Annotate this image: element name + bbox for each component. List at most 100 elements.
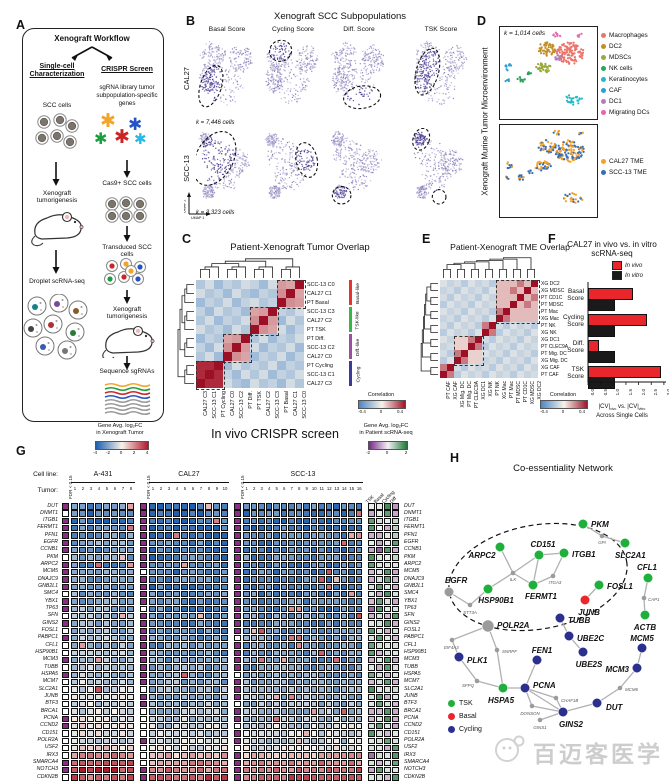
heatmap-cell [510,343,517,350]
umap-point [422,189,425,191]
heatmap-cell [517,329,524,336]
screen-heatmap-cell [273,532,280,539]
umap-point [360,169,362,171]
umap-point [445,88,448,90]
umap-point [340,75,343,77]
umap-point [236,81,238,83]
screen-heatmap-cell [111,510,119,517]
tme-point [572,156,575,159]
umap-point [213,84,216,86]
tme-point [568,62,571,65]
umap-point [273,64,275,66]
gene-label: FERMT1 [37,524,58,531]
heatmap-cell [196,343,205,352]
umap-point [210,45,212,48]
tme-point [563,197,566,200]
umap-point [283,45,286,48]
umap-point [342,162,344,165]
umap-point [454,62,457,64]
umap-point [453,162,455,164]
umap-point [445,52,447,55]
umap-point [342,90,345,92]
umap-point [220,141,222,143]
umap-point [217,165,219,168]
umap-point [284,161,286,163]
umap-point [281,148,284,151]
screen-heatmap-cell [243,524,250,532]
umap-point [278,187,280,189]
umap-point [202,54,204,56]
umap-point [363,57,365,60]
umap-point [420,58,422,60]
umap-point [429,187,432,189]
umap-point [432,55,435,57]
umap-point [426,159,428,161]
umap-point [349,99,351,101]
x-tick-label: 1.0 [615,389,621,396]
umap-point [348,70,351,73]
umap-point [224,50,226,52]
umap-point [334,72,337,74]
umap-point [228,144,230,147]
umap-point [332,75,334,78]
umap-point [215,76,218,78]
umap-point [375,164,377,167]
screen-heatmap-cell [79,517,87,525]
umap-point [337,70,339,72]
umap-point [340,79,343,81]
tme-point [574,156,577,159]
umap-point [429,77,431,79]
screen-heatmap-cell [103,524,111,532]
umap-point [455,68,457,70]
umap-point [288,100,290,102]
umap-point [450,168,452,170]
bead [36,331,38,333]
colorbar-title: Correlation [367,392,395,398]
screen-heatmap-cell [310,524,318,532]
umap-point [375,69,378,71]
umap-point [211,75,213,78]
heatmap-row-label: CAL27 C0 [307,353,332,360]
patient-annotation-cell [384,532,392,539]
umap-point [444,173,446,175]
heatmap-col-label: PT NK [494,381,501,396]
tme-point [557,148,561,151]
umap-point [435,154,437,156]
screen-heatmap-cell [303,510,310,517]
umap-point [336,57,339,60]
umap-point [228,69,231,71]
umap-point [275,195,277,197]
umap-point [339,51,341,54]
umap-point [439,142,441,145]
tme-point [562,141,565,144]
umap-point [237,83,239,86]
umap-point [334,142,336,145]
umap-point [372,47,375,50]
umap-point [342,43,345,45]
umap-point [207,81,210,83]
umap-point [282,185,284,187]
heatmap-cell [496,329,503,336]
umap-point [305,71,307,73]
umap-point [268,136,270,138]
umap-point [269,86,271,88]
umap-point [237,75,239,78]
tumor-number: 8 [298,486,301,491]
umap-point [309,164,311,167]
umap-point [347,79,350,81]
tme-point [579,151,582,154]
umap-point [209,141,211,144]
umap-point [274,172,276,174]
umap-point [458,167,461,169]
umap-point [229,173,232,175]
umap-point [424,87,427,90]
umap-point [300,68,302,71]
umap-point [203,150,205,152]
screen-heatmap-cell [197,510,205,517]
umap-point [274,133,277,135]
umap-point [425,79,427,81]
group-color-bar [349,280,352,305]
screen-heatmap-cell [318,524,325,532]
umap-point [301,160,303,162]
umap-point [227,81,230,83]
